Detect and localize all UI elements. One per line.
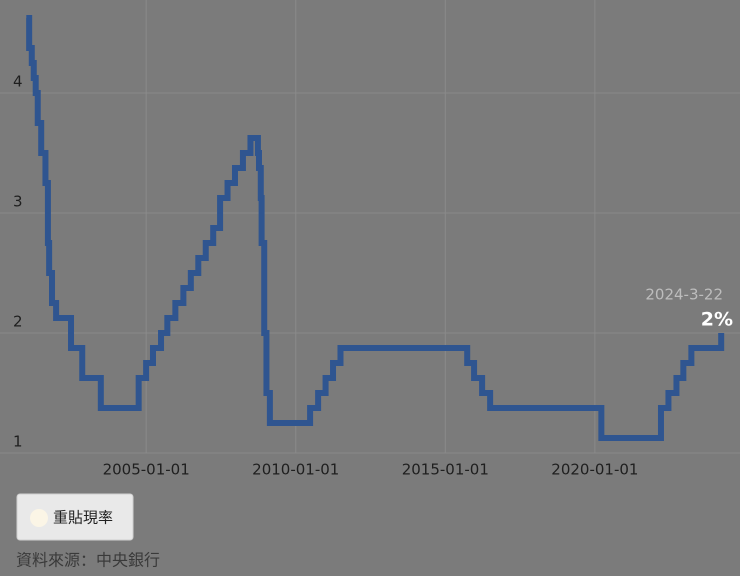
line — [26, 15, 725, 441]
x-tick-label: 2015-01-01 — [402, 461, 489, 479]
y-tick-label: 3 — [13, 193, 23, 211]
annotation-date: 2024-3-22 — [645, 286, 723, 304]
legend[interactable] — [16, 493, 134, 541]
y-tick-label: 2 — [13, 313, 23, 331]
x-tick-label: 2005-01-01 — [103, 461, 190, 479]
source: 資料來源：中央銀行 — [16, 551, 160, 570]
annotation-value: 2% — [701, 309, 733, 331]
y-tick-label: 4 — [13, 73, 23, 91]
y-tick-label: 1 — [13, 433, 23, 451]
x-tick-label: 2020-01-01 — [551, 461, 638, 479]
legend-label: 重貼現率 — [53, 509, 113, 527]
legend-marker — [30, 509, 48, 527]
x-tick-label: 2010-01-01 — [252, 461, 339, 479]
